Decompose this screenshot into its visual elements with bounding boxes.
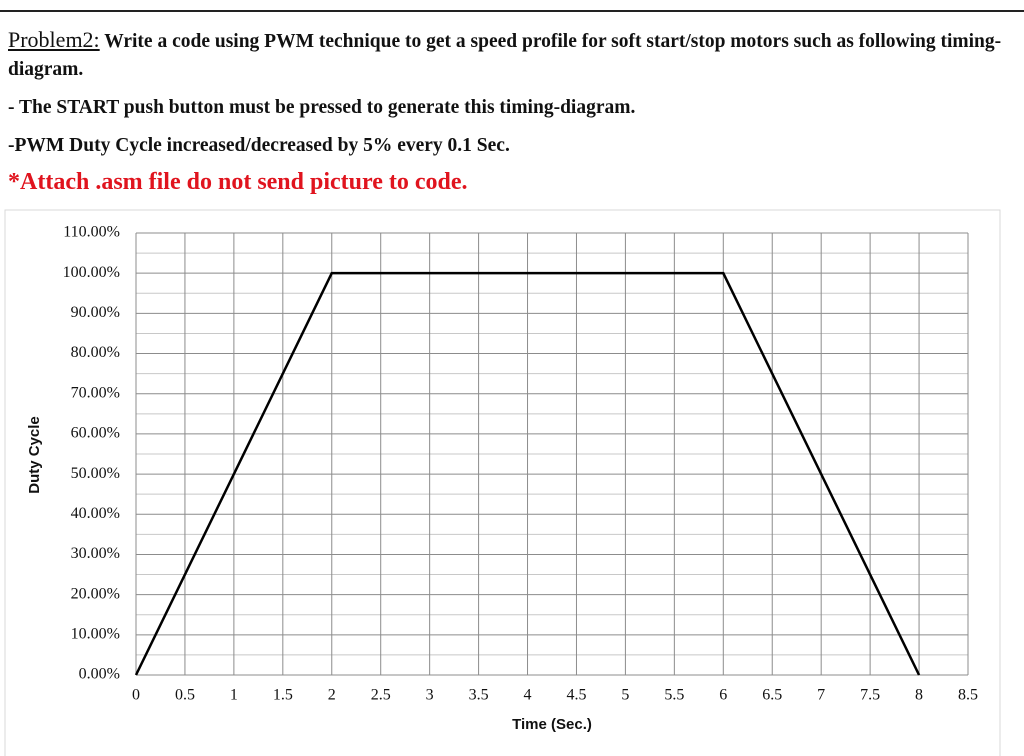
x-tick-label: 5 xyxy=(621,687,629,704)
x-tick-label: 5.5 xyxy=(664,687,684,704)
intro-paragraph: Problem2: Write a code using PWM techniq… xyxy=(8,26,1018,84)
y-tick-label: 110.00% xyxy=(63,224,120,241)
x-tick-label: 2.5 xyxy=(371,687,391,704)
y-tick-label: 0.00% xyxy=(79,666,120,683)
x-tick-label: 6 xyxy=(719,687,727,704)
requirement: - The START push button must be pressed … xyxy=(8,97,636,118)
x-axis-label: Time (Sec.) xyxy=(512,716,592,733)
x-tick-label: 2 xyxy=(328,687,336,704)
y-tick-label: 40.00% xyxy=(71,505,120,522)
x-tick-label: 6.5 xyxy=(762,687,782,704)
y-tick-label: 30.00% xyxy=(71,545,120,562)
y-tick-label: 80.00% xyxy=(71,344,120,361)
top-rule xyxy=(0,10,1024,12)
requirement: -PWM Duty Cycle increased/decreased by 5… xyxy=(8,135,510,156)
x-tick-label: 3 xyxy=(426,687,434,704)
y-tick-label: 100.00% xyxy=(63,264,120,281)
y-tick-label: 10.00% xyxy=(71,625,120,642)
x-tick-label: 8.5 xyxy=(958,687,978,704)
y-tick-label: 60.00% xyxy=(71,425,120,442)
x-tick-label: 7 xyxy=(817,687,825,704)
x-tick-label: 4.5 xyxy=(566,687,586,704)
x-tick-label: 1.5 xyxy=(273,687,293,704)
warning: *Attach .asm file do not send picture to… xyxy=(8,169,468,195)
x-tick-label: 0.5 xyxy=(175,687,195,704)
x-tick-label: 7.5 xyxy=(860,687,880,704)
y-tick-label: 90.00% xyxy=(71,304,120,321)
y-tick-label: 50.00% xyxy=(71,465,120,482)
heading: Problem2: xyxy=(8,27,100,52)
x-tick-label: 4 xyxy=(524,687,532,704)
chart-frame xyxy=(4,209,1001,756)
y-tick-label: 70.00% xyxy=(71,384,120,401)
x-tick-label: 8 xyxy=(915,687,923,704)
y-axis-label: Duty Cycle xyxy=(26,416,43,494)
x-tick-label: 1 xyxy=(230,687,238,704)
intro: Write a code using PWM technique to get … xyxy=(8,31,1002,80)
y-tick-label: 20.00% xyxy=(71,585,120,602)
problem-text: Problem2: Write a code using PWM techniq… xyxy=(8,26,1018,196)
duty-cycle-line xyxy=(134,271,921,676)
x-tick-label: 0 xyxy=(132,687,140,704)
x-tick-label: 3.5 xyxy=(469,687,489,704)
